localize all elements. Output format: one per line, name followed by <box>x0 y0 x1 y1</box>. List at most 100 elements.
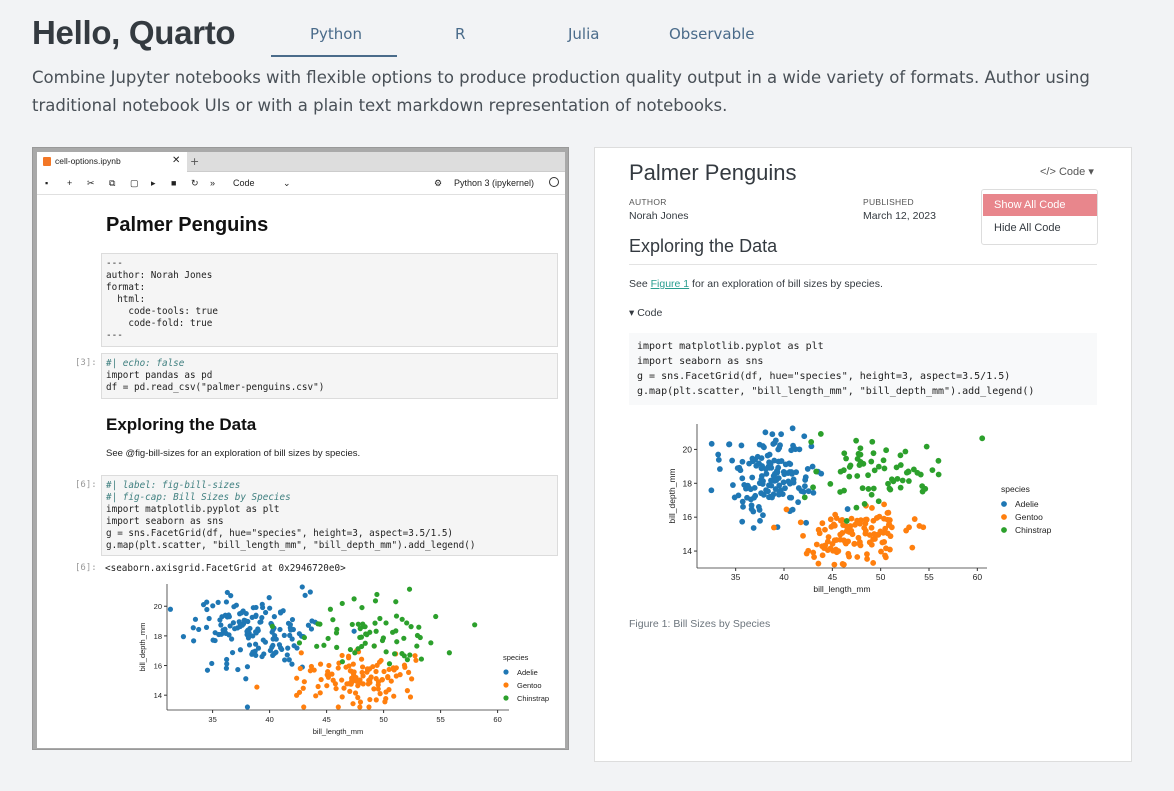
data-point-chinstrap <box>418 656 425 662</box>
data-point-gentoo <box>325 668 331 675</box>
show-all-code-item[interactable]: Show All Code <box>983 194 1097 216</box>
data-point-adelie <box>782 461 789 468</box>
data-point-gentoo <box>870 560 877 566</box>
cell-prompt: [6]: <box>75 480 97 490</box>
yaml-cell[interactable]: --- author: Norah Jones format: html: co… <box>101 253 558 347</box>
data-point-adelie <box>210 603 216 609</box>
notebook-tab[interactable]: cell-options.ipynb ✕ <box>37 152 187 172</box>
data-point-adelie <box>776 482 783 489</box>
data-point-adelie <box>237 621 243 627</box>
paste-icon[interactable]: ▢ <box>130 178 139 188</box>
scatter-chart-rendered: 35 40 45 50 55 60 14 16 18 20 bill_length_mm bill_d… <box>667 424 1052 594</box>
data-point-chinstrap <box>905 478 912 484</box>
data-point-gentoo <box>367 696 373 703</box>
data-point-adelie <box>218 631 224 637</box>
code-cell-2[interactable]: #| label: fig-bill-sizes #| fig-cap: Bil… <box>101 475 558 556</box>
data-point-adelie <box>734 465 741 472</box>
legend-title: species <box>1001 484 1030 494</box>
tab-r[interactable]: R <box>455 25 466 43</box>
code-line: #| label: fig-bill-sizes <box>106 480 241 491</box>
data-point-gentoo <box>311 667 317 673</box>
data-point-adelie <box>739 498 746 505</box>
data-point-gentoo <box>330 677 336 683</box>
figure-link[interactable]: Figure 1 <box>650 278 690 290</box>
data-point-chinstrap <box>865 486 872 492</box>
y-axis-label: bill_depth_mm <box>138 623 147 672</box>
data-point-adelie <box>224 661 230 667</box>
stop-icon[interactable]: ■ <box>171 178 177 188</box>
section-heading: Exploring the Data <box>629 236 778 256</box>
data-point-chinstrap <box>383 649 389 655</box>
data-point-adelie <box>218 622 224 628</box>
fast-forward-icon[interactable]: » <box>210 178 216 188</box>
data-point-chinstrap <box>899 477 906 484</box>
x-tick-label: 35 <box>208 715 216 724</box>
data-point-gentoo <box>404 688 410 694</box>
data-point-gentoo <box>878 548 884 555</box>
add-cell-icon[interactable]: + <box>67 178 73 188</box>
code-line: import matplotlib.pyplot as plt <box>637 341 824 352</box>
data-point-gentoo <box>325 674 331 680</box>
new-tab-icon[interactable]: + <box>190 155 200 168</box>
legend-marker <box>1001 514 1007 520</box>
data-point-gentoo <box>815 526 822 533</box>
data-point-gentoo <box>783 506 790 513</box>
data-point-chinstrap <box>860 460 867 467</box>
data-point-gentoo <box>861 524 868 531</box>
close-icon[interactable]: ✕ <box>172 155 181 166</box>
tab-julia[interactable]: Julia <box>568 25 600 43</box>
y-tick-label: 16 <box>154 662 162 671</box>
data-point-gentoo <box>359 664 366 670</box>
data-point-chinstrap <box>897 452 904 459</box>
data-point-gentoo <box>413 657 419 663</box>
hide-all-code-item[interactable]: Hide All Code <box>994 222 1061 234</box>
data-point-chinstrap <box>902 448 909 455</box>
data-point-adelie <box>253 630 259 636</box>
data-point-adelie <box>808 443 815 450</box>
chevron-down-icon[interactable]: ⌄ <box>283 178 291 188</box>
data-point-chinstrap <box>393 628 399 634</box>
x-tick-label: 45 <box>828 572 838 582</box>
data-point-gentoo <box>406 669 412 675</box>
data-point-gentoo <box>370 664 376 670</box>
data-point-gentoo <box>840 537 847 544</box>
run-icon[interactable]: ▸ <box>151 178 156 188</box>
data-point-adelie <box>255 645 262 651</box>
published-label: PUBLISHED <box>863 197 914 207</box>
copy-icon[interactable]: ⧉ <box>109 178 116 188</box>
data-point-adelie <box>191 638 197 644</box>
data-point-adelie <box>739 458 746 465</box>
data-point-chinstrap <box>417 634 423 641</box>
data-point-gentoo <box>824 538 831 545</box>
legend-label: Adelie <box>517 668 538 677</box>
data-point-adelie <box>243 610 249 617</box>
y-tick-label: 16 <box>683 512 693 522</box>
save-icon[interactable]: ▪ <box>45 178 49 188</box>
x-tick-label: 45 <box>322 715 330 724</box>
code-dropdown-menu: Show All Code Hide All Code <box>981 189 1098 245</box>
data-point-adelie <box>277 626 283 633</box>
data-point-adelie <box>726 441 732 448</box>
data-point-adelie <box>308 626 315 632</box>
data-point-chinstrap <box>843 518 850 524</box>
data-point-chinstrap <box>905 468 912 475</box>
legend-marker <box>503 695 509 701</box>
data-point-adelie <box>758 490 764 497</box>
data-point-adelie <box>771 457 778 464</box>
restart-icon[interactable]: ↻ <box>191 178 199 188</box>
cell-type-select[interactable]: Code <box>233 178 255 188</box>
tab-python[interactable]: Python <box>310 25 362 43</box>
data-point-adelie <box>790 476 797 483</box>
data-point-gentoo <box>888 524 895 531</box>
code-fold-toggle[interactable]: ▾ Code <box>629 307 663 319</box>
code-tools-button[interactable]: </> Code ▾ <box>1040 165 1094 178</box>
data-point-chinstrap <box>347 646 354 653</box>
kernel-name[interactable]: Python 3 (ipykernel) <box>454 178 535 188</box>
data-point-chinstrap <box>334 644 340 650</box>
tab-observable[interactable]: Observable <box>669 25 755 43</box>
code-cell-1[interactable]: #| echo: false import pandas as pd df = … <box>101 353 558 399</box>
y-tick-label: 20 <box>154 602 162 611</box>
data-point-chinstrap <box>404 620 410 626</box>
cut-icon[interactable]: ✂ <box>87 178 95 188</box>
data-point-gentoo <box>873 532 880 538</box>
